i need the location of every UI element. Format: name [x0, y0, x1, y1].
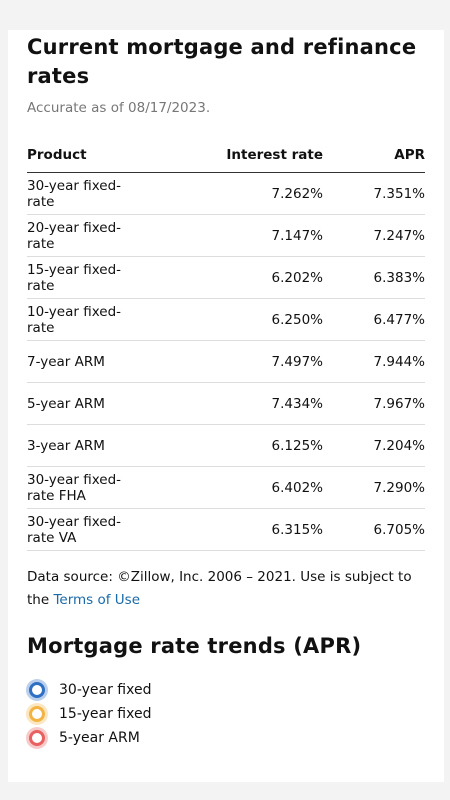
- table-cell: 30-year fixed-rate FHA: [27, 466, 133, 509]
- table-cell: 10-year fixed-rate: [27, 298, 133, 341]
- table-cell: 6.477%: [323, 298, 425, 341]
- header-row: Product Interest rate APR: [27, 137, 425, 173]
- table-row: 10-year fixed-rate 6.250% 6.477%: [27, 298, 425, 341]
- legend-label: 15-year fixed: [59, 706, 152, 722]
- column-header: Interest rate: [133, 137, 323, 173]
- table-cell: 30-year fixed-rate: [27, 172, 133, 215]
- subtitle: Accurate as of 08/17/2023.: [27, 100, 211, 116]
- table-body: 30-year fixed-rate 7.262% 7.351% 20-year fi…: [27, 172, 425, 551]
- table-cell: 7.247%: [323, 214, 425, 257]
- legend-icon: [29, 682, 45, 698]
- table-cell: 6.383%: [323, 256, 425, 299]
- table-cell: 7.290%: [323, 466, 425, 509]
- table-cell: 5-year ARM: [27, 382, 133, 425]
- section-title: Mortgage rate trends (APR): [27, 634, 362, 658]
- table-cell: 6.250%: [133, 298, 323, 341]
- legend-item: 15-year fixed: [27, 702, 151, 726]
- legend-label: 5-year ARM: [59, 730, 140, 746]
- table-cell: 30-year fixed-rate VA: [27, 508, 133, 551]
- table-cell: 15-year fixed-rate: [27, 256, 133, 299]
- source-text: Data source: ©Zillow, Inc. 2006 – 2021. …: [27, 569, 412, 608]
- legend-label: 30-year fixed: [59, 682, 152, 698]
- table-cell: 7.262%: [133, 172, 323, 215]
- legend-item: 5-year ARM: [27, 726, 151, 750]
- terms-link[interactable]: Terms of Use: [53, 592, 141, 608]
- table-cell: 7.147%: [133, 214, 323, 257]
- table-row: 30-year fixed-rate 7.262% 7.351%: [27, 172, 425, 215]
- table-cell: 3-year ARM: [27, 424, 133, 467]
- page-title: Current mortgage and refinance rates: [27, 35, 417, 88]
- table-cell: 7-year ARM: [27, 340, 133, 383]
- legend-icon: [29, 730, 45, 746]
- table-cell: 7.497%: [133, 340, 323, 383]
- table-cell: 6.315%: [133, 508, 323, 551]
- table-row: 30-year fixed-rate FHA 6.402% 7.290%: [27, 466, 425, 509]
- table-cell: 6.125%: [133, 424, 323, 467]
- table-row: 30-year fixed-rate VA 6.315% 6.705%: [27, 508, 425, 551]
- rates-table: Product Interest rate APR 30-year fixed-ra…: [27, 137, 425, 551]
- table-cell: 7.944%: [323, 340, 425, 383]
- column-header: APR: [323, 137, 425, 173]
- table-cell: 6.705%: [323, 508, 425, 551]
- legend-icon: [29, 706, 45, 722]
- column-header: Product: [27, 137, 133, 173]
- table-row: 20-year fixed-rate 7.147% 7.247%: [27, 214, 425, 257]
- table-cell: 6.402%: [133, 466, 323, 509]
- table-cell: 7.204%: [323, 424, 425, 467]
- table-cell: 7.434%: [133, 382, 323, 425]
- table-row: 7-year ARM 7.497% 7.944%: [27, 340, 425, 383]
- table-row: 15-year fixed-rate 6.202% 6.383%: [27, 256, 425, 299]
- legend-item: 30-year fixed: [27, 678, 151, 702]
- table-cell: 20-year fixed-rate: [27, 214, 133, 257]
- table-cell: 6.202%: [133, 256, 323, 299]
- card: Current mortgage and refinance rates Acc…: [8, 30, 444, 782]
- legend: 30-year fixed 15-year fixed 5-year ARM: [27, 678, 151, 750]
- data-source: Data source: ©Zillow, Inc. 2006 – 2021. …: [27, 566, 427, 612]
- table-row: 5-year ARM 7.434% 7.967%: [27, 382, 425, 425]
- table-row: 3-year ARM 6.125% 7.204%: [27, 424, 425, 467]
- table-cell: 7.351%: [323, 172, 425, 215]
- table-cell: 7.967%: [323, 382, 425, 425]
